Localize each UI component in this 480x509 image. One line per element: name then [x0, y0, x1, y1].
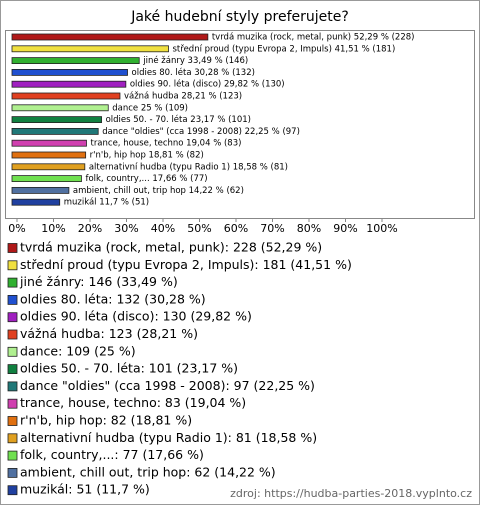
legend-swatch	[7, 398, 18, 409]
x-tick-label: 30%	[114, 222, 138, 235]
legend-label: jiné žánry: 146 (33,49 %)	[19, 274, 178, 289]
x-tick-label: 50%	[187, 222, 211, 235]
chart-title: Jaké hudební styly preferujete?	[130, 9, 349, 25]
x-tick-label: 0%	[8, 222, 25, 235]
legend-swatch	[7, 277, 18, 288]
bar-label: jiné žánry 33,49 % (146)	[142, 55, 248, 66]
x-tick-label: 70%	[260, 222, 284, 235]
bar-label: střední proud (typu Evropa 2, Impuls) 41…	[173, 44, 396, 54]
legend-label: r'n'b, hip hop: 82 (18,81 %)	[20, 413, 192, 428]
x-tick-label: 100%	[366, 222, 397, 235]
x-tick-label: 20%	[78, 222, 102, 235]
bar-label: folk, country,... 17,66 % (77)	[85, 174, 207, 184]
legend-swatch	[7, 381, 18, 392]
bar-label: dance "oldies" (cca 1998 - 2008) 22,25 %…	[102, 127, 300, 137]
bar	[11, 186, 70, 194]
legend-swatch	[7, 433, 18, 444]
bar-label: r'n'b, hip hop 18,81 % (82)	[90, 151, 204, 161]
bar	[11, 57, 140, 64]
legend-swatch	[7, 294, 18, 305]
legend-label: folk, country,...: 77 (17,66 %)	[20, 447, 204, 462]
legend-label: muzikál: 51 (11,7 %)	[20, 482, 150, 497]
legend-label: oldies 50. - 70. léta: 101 (23,17 %)	[20, 361, 238, 376]
bar-label: alternativní hudba (typu Radio 1) 18,58 …	[89, 162, 288, 172]
legend-swatch	[7, 346, 18, 357]
source: zdroj: https://hudba-parties-2018.vyplnt…	[230, 487, 472, 500]
bar-label: oldies 80. léta 30,28 % (132)	[132, 67, 255, 78]
legend-swatch	[7, 450, 18, 461]
bar	[11, 45, 169, 53]
bar	[11, 151, 87, 159]
bar-label: tvrdá muzika (rock, metal, punk) 52,29 %…	[212, 33, 415, 43]
bar	[11, 139, 87, 147]
bar-label: dance 25 % (109)	[112, 103, 188, 113]
legend-label: dance: 109 (25 %)	[20, 343, 136, 358]
bar	[11, 80, 127, 88]
legend-label: dance "oldies" (cca 1998 - 2008): 97 (22…	[20, 378, 315, 393]
legend-swatch	[7, 243, 18, 253]
bar	[11, 92, 121, 100]
bar	[11, 198, 61, 206]
bar	[11, 69, 128, 76]
legend-label: tvrdá muzika (rock, metal, punk): 228 (5…	[20, 240, 322, 255]
legend-label: ambient, chill out, trip hop: 62 (14,22 …	[20, 464, 276, 479]
bar-label: vážná hudba 28,21 % (123)	[124, 92, 242, 102]
x-tick-label: 60%	[224, 222, 248, 235]
bar-label: ambient, chill out, trip hop 14,22 % (62…	[73, 186, 244, 196]
x-tick-label: 10%	[41, 222, 65, 235]
legend-label: vážná hudba: 123 (28,21 %)	[20, 326, 198, 341]
legend-label: oldies 80. léta: 132 (30,28 %)	[20, 291, 206, 306]
legend-label: alternativní hudba (typu Radio 1): 81 (1…	[20, 430, 317, 445]
bar	[11, 33, 209, 41]
bar-label: trance, house, techno 19,04 % (83)	[90, 139, 241, 149]
legend-swatch	[7, 329, 18, 340]
bar	[11, 104, 109, 112]
x-tick-label: 90%	[333, 222, 357, 235]
bar	[11, 127, 99, 135]
legend-swatch	[7, 364, 18, 375]
legend-label: střední proud (typu Evropa 2, Impuls): 1…	[20, 257, 352, 272]
bar	[11, 116, 102, 123]
bar-label: oldies 50. - 70. léta 23,17 % (101)	[106, 114, 251, 125]
bar-label: muzikál 11,7 % (51)	[64, 198, 149, 208]
legend-swatch	[7, 416, 18, 426]
bar	[11, 163, 86, 171]
legend-label: trance, house, techno: 83 (19,04 %)	[20, 395, 246, 410]
legend-swatch	[7, 312, 18, 323]
legend-swatch	[7, 467, 18, 478]
legend-swatch	[7, 485, 18, 496]
legend-swatch	[7, 260, 18, 271]
x-tick-label: 40%	[151, 222, 175, 235]
bar-label: oldies 90. léta (disco) 29,82 % (130)	[130, 79, 285, 90]
bar	[11, 175, 82, 183]
legend-label: oldies 90. léta (disco): 130 (29,82 %)	[20, 309, 252, 324]
x-tick-label: 80%	[297, 222, 321, 235]
